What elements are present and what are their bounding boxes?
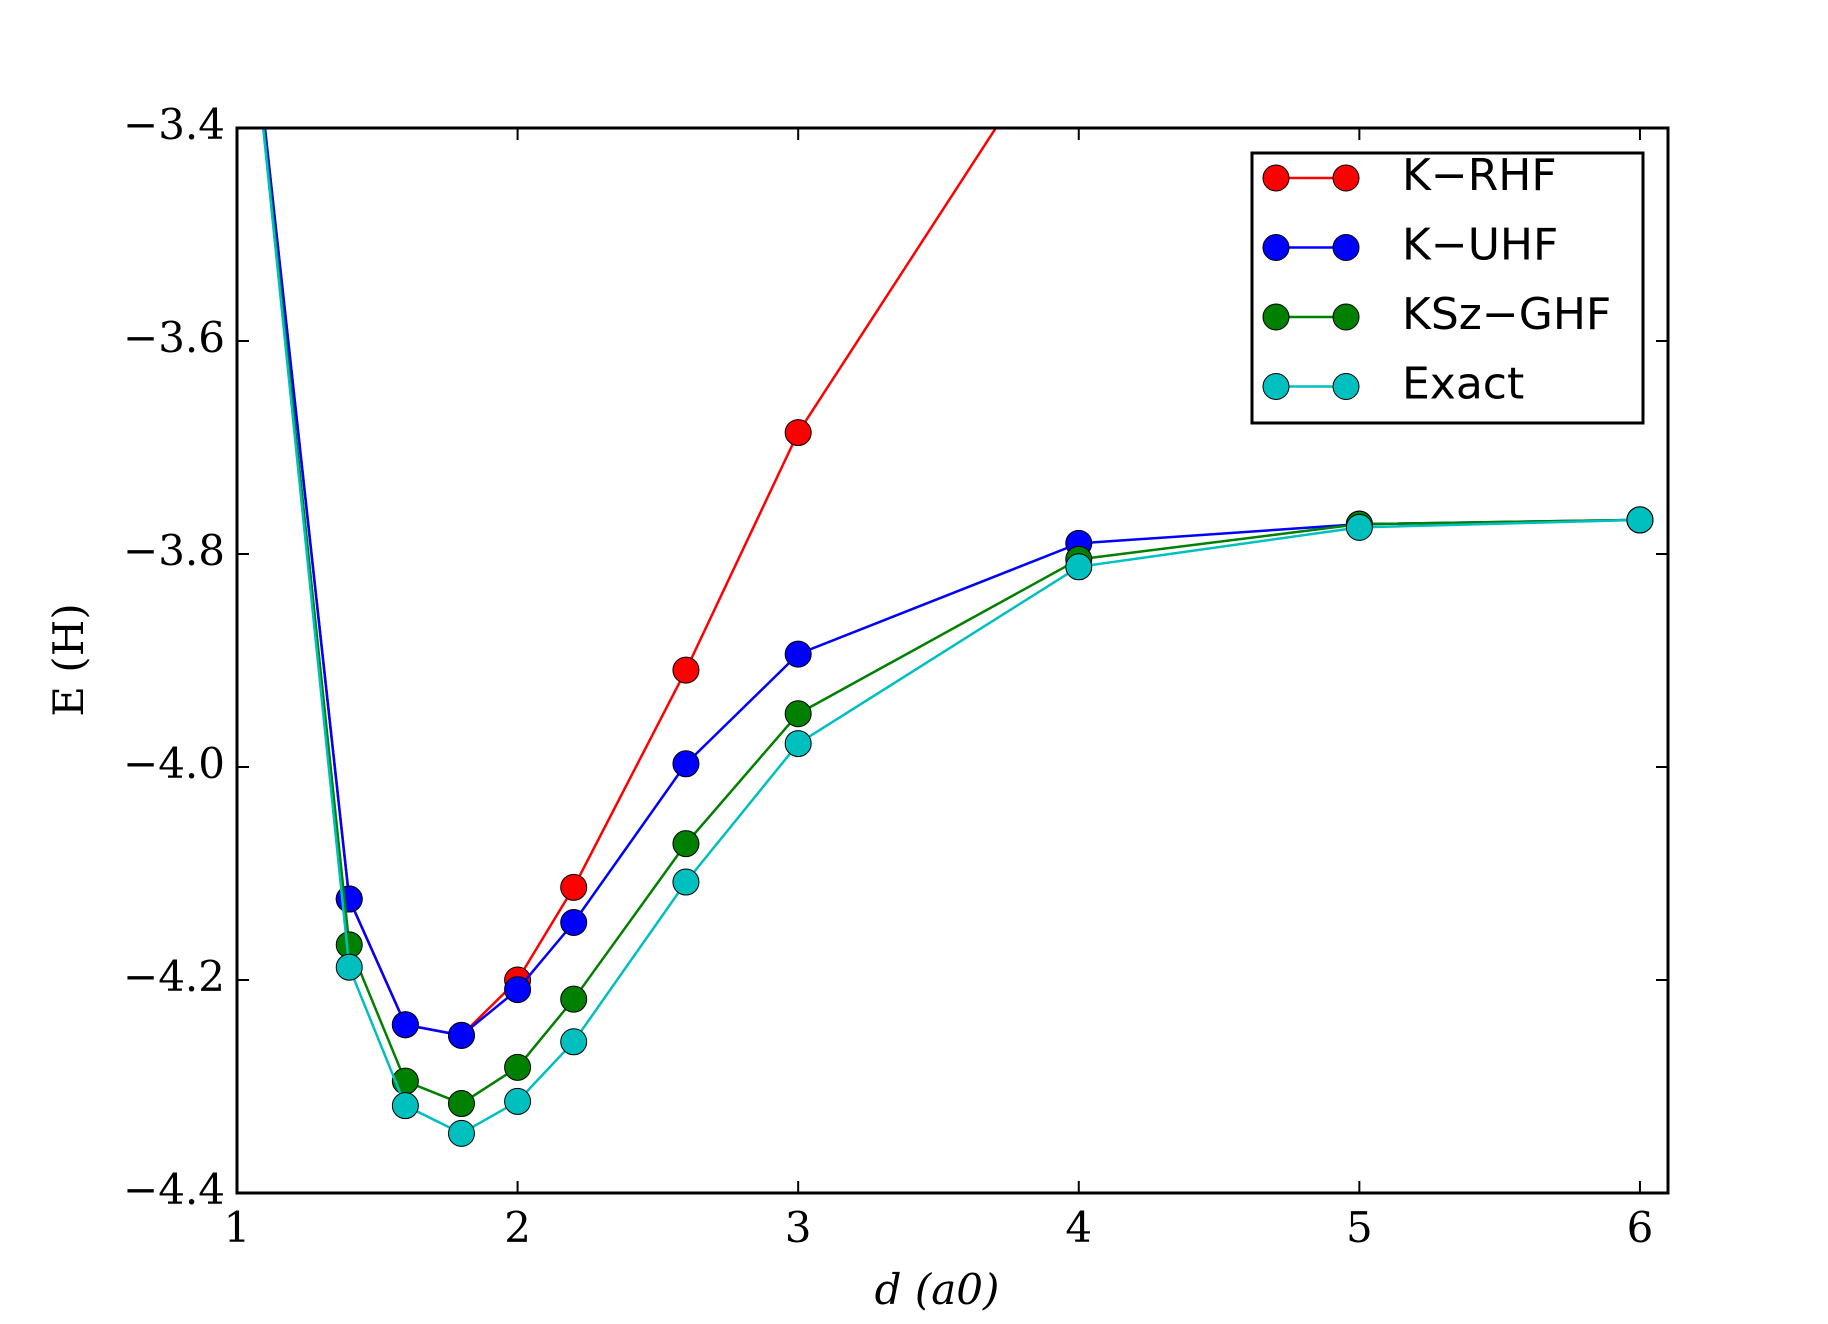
x-tick-label: 4 [1065, 1203, 1092, 1252]
legend-marker [1332, 373, 1360, 400]
x-tick-label: 2 [504, 1203, 531, 1252]
legend-marker [1332, 303, 1360, 331]
data-point [784, 419, 812, 447]
y-tick-label: −4.4 [123, 1165, 225, 1214]
legend-label: K−RHF [1402, 150, 1557, 201]
data-point [447, 1090, 475, 1118]
data-point [784, 700, 812, 728]
legend-marker [1332, 164, 1360, 192]
x-tick-label: 1 [224, 1203, 251, 1252]
legend-marker [1262, 303, 1290, 331]
data-point [1626, 506, 1654, 534]
data-point [784, 640, 812, 668]
data-point [391, 1011, 419, 1039]
legend-label: KSz−GHF [1402, 289, 1611, 340]
data-point [335, 953, 363, 981]
data-point [1066, 0, 1092, 13]
data-point [1065, 553, 1093, 581]
data-point [784, 730, 812, 758]
data-point [560, 873, 588, 901]
y-tick-label: −4.0 [123, 739, 225, 788]
data-point [672, 830, 700, 858]
data-point [560, 908, 588, 936]
data-point [672, 656, 700, 684]
y-tick-label: −3.6 [123, 313, 225, 362]
legend-label: Exact [1402, 359, 1524, 410]
y-tick-label: −3.4 [123, 100, 225, 149]
data-point [560, 985, 588, 1013]
x-axis-label: d (a0) [875, 1265, 1000, 1314]
legend-label: K−UHF [1402, 220, 1558, 271]
data-point [504, 976, 532, 1004]
data-point [504, 1087, 532, 1115]
plot-frame [235, 126, 1670, 1195]
legend-marker [1262, 234, 1290, 261]
x-tick-label: 3 [785, 1203, 812, 1252]
legend-marker [1262, 373, 1290, 400]
data-point [447, 1119, 475, 1147]
legend-marker [1262, 164, 1290, 192]
y-axis-label: E (H) [44, 603, 93, 716]
x-tick-label: 5 [1346, 1203, 1373, 1252]
y-tick-label: −3.8 [123, 526, 225, 575]
data-point [504, 1053, 532, 1081]
data-point [391, 1092, 419, 1120]
data-point [447, 1021, 475, 1049]
data-point [560, 1028, 588, 1056]
data-point [1345, 513, 1373, 541]
data-point [672, 868, 700, 896]
x-tick-label: 6 [1627, 1203, 1654, 1252]
y-tick-label: −4.2 [123, 952, 225, 1001]
plot-area [261, 0, 1654, 1147]
data-point [672, 750, 700, 778]
legend-box [1250, 151, 1645, 425]
legend-marker [1332, 234, 1360, 261]
